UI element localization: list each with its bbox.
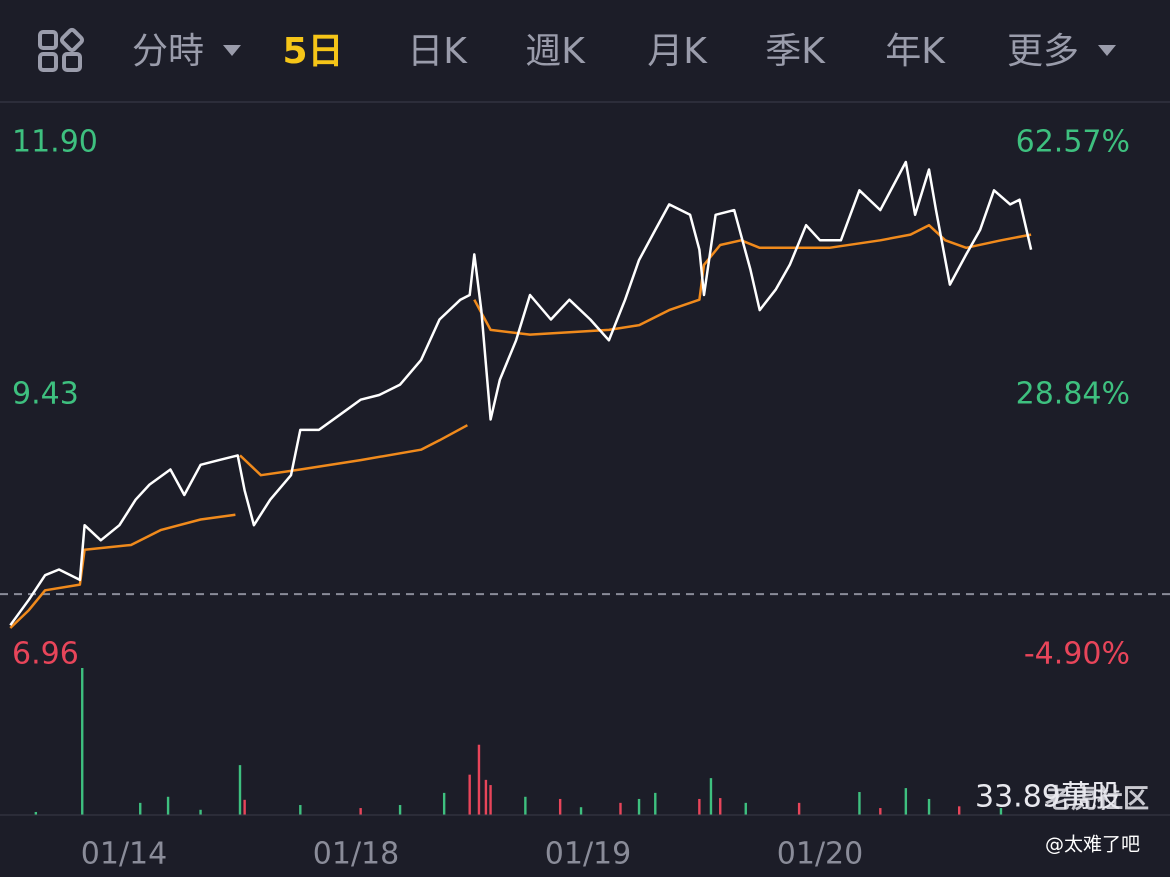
volume-bar — [858, 792, 861, 815]
price-line — [9, 160, 1033, 626]
volume-bar — [199, 809, 202, 815]
volume-bar — [904, 788, 908, 815]
volume-bar — [489, 785, 492, 815]
volume-bar — [719, 798, 722, 815]
y2-tick-label: -4.90% — [1024, 637, 1130, 672]
volume-bar — [484, 779, 488, 815]
x-tick-label: 01/19 — [545, 837, 631, 872]
volume-bar — [524, 796, 527, 815]
tab[interactable]: 季K — [765, 31, 826, 72]
volume-bar — [359, 808, 362, 815]
y-tick-label: 11.90 — [12, 125, 98, 160]
volume-bar — [81, 668, 84, 815]
x-tick-label: 01/20 — [777, 837, 863, 872]
tab[interactable]: 5日 — [282, 31, 343, 72]
y2-tick-label: 62.57% — [1016, 125, 1130, 160]
volume-bar — [619, 802, 622, 815]
volume-bar — [166, 796, 170, 815]
volume-bar — [238, 765, 242, 815]
volume-bar — [477, 744, 481, 815]
volume-bar — [879, 808, 882, 815]
volume-bar — [654, 792, 657, 815]
volume-bar — [139, 802, 142, 815]
volume-bar — [999, 808, 1003, 815]
dropdown-arrow — [1098, 45, 1116, 56]
volume-bar — [558, 798, 562, 815]
volume-max-label: 33.89萬股 — [975, 780, 1121, 815]
tab[interactable]: 週K — [525, 31, 586, 72]
average-line — [9, 223, 1032, 629]
tab[interactable]: 更多 — [1007, 31, 1079, 72]
volume-bar — [243, 799, 246, 815]
volume-bar — [698, 798, 701, 815]
x-tick-label: 01/18 — [313, 837, 399, 872]
y-tick-label: 6.96 — [12, 637, 79, 672]
tab[interactable]: 月K — [647, 31, 708, 72]
volume-bar — [299, 805, 302, 815]
plot: 11.90 9.43 6.96 62.57% 28.84% -4.90% 01/14 01/1… — [0, 125, 1170, 872]
y-tick-label: 9.43 — [12, 377, 79, 412]
watermark-user: @太难了吧 — [1045, 834, 1140, 856]
volume-bar — [797, 802, 801, 815]
tab-bar: 分時 5日 日K 週K 月K 季K 年K 更多 — [132, 31, 1079, 72]
dropdown-arrow — [223, 45, 241, 56]
volume-bar — [958, 806, 961, 815]
volume-bar — [709, 778, 713, 815]
volume-bar — [398, 805, 402, 815]
volume-bar — [637, 798, 641, 815]
tab[interactable]: 年K — [885, 31, 946, 72]
volume-bar — [579, 807, 583, 815]
volume-bar — [927, 798, 931, 815]
tab[interactable]: 日K — [407, 31, 468, 72]
volume-bar — [744, 802, 747, 815]
grid-icon[interactable] — [38, 27, 85, 72]
volume-bar — [468, 774, 471, 815]
volume-bar — [442, 792, 446, 815]
tab[interactable]: 分時 — [132, 31, 204, 72]
watermark-brand: 老虎社区 — [1045, 784, 1149, 815]
x-tick-label: 01/14 — [81, 837, 167, 872]
volume-bar — [34, 811, 38, 815]
y2-tick-label: 28.84% — [1016, 376, 1130, 411]
